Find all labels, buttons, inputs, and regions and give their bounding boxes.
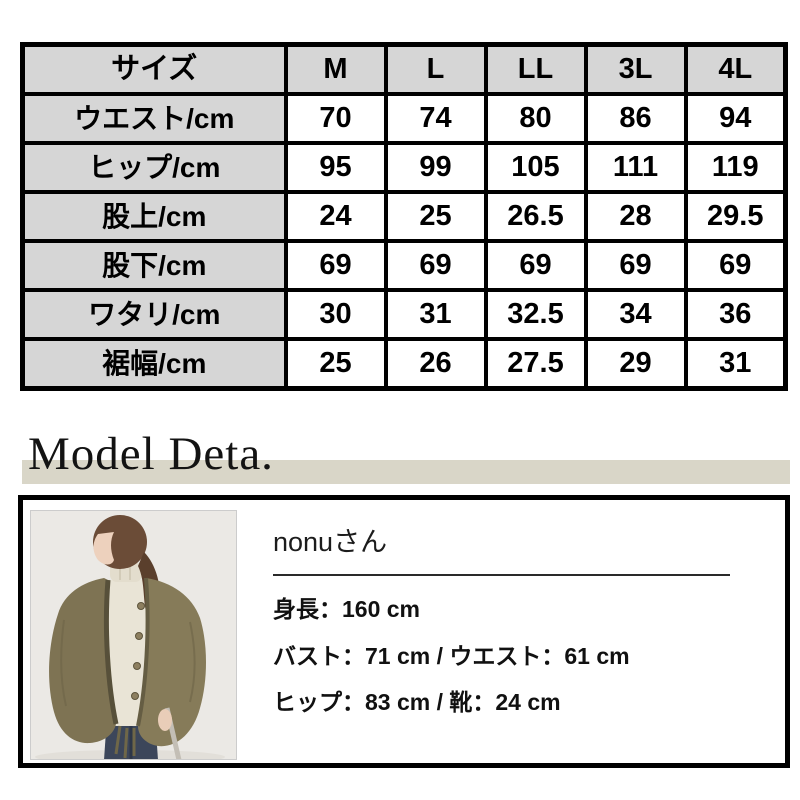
row-label: 股下/cm <box>20 239 288 292</box>
size-cell: 95 <box>283 141 388 194</box>
size-cell: 31 <box>683 337 788 391</box>
size-cell: 69 <box>283 239 388 292</box>
row-label: 裾幅/cm <box>20 337 288 391</box>
size-cell: 86 <box>583 92 688 145</box>
heading-highlight-bar <box>22 460 790 484</box>
table-row-waist: ウエスト/cm 70 74 80 86 94 <box>20 92 788 145</box>
size-header-cell: 4L <box>683 42 788 96</box>
table-row-thigh: ワタリ/cm 30 31 32.5 34 36 <box>20 288 788 341</box>
table-row-rise: 股上/cm 24 25 26.5 28 29.5 <box>20 190 788 243</box>
size-cell: 29.5 <box>683 190 788 243</box>
size-cell: 30 <box>283 288 388 341</box>
size-table: サイズ M L LL 3L 4L ウエスト/cm 70 74 80 86 94 … <box>20 42 788 391</box>
size-cell: 111 <box>583 141 688 194</box>
size-cell: 28 <box>583 190 688 243</box>
size-cell: 24 <box>283 190 388 243</box>
size-cell: 94 <box>683 92 788 145</box>
model-info: nonuさん 身長：160 cm バスト：71 cm / ウエスト：61 cm … <box>273 510 768 715</box>
size-cell: 34 <box>583 288 688 341</box>
size-header-cell: LL <box>483 42 588 96</box>
size-cell: 69 <box>583 239 688 292</box>
size-header-cell: サイズ <box>20 42 288 96</box>
size-cell: 69 <box>683 239 788 292</box>
size-cell: 31 <box>383 288 488 341</box>
size-header-cell: 3L <box>583 42 688 96</box>
size-cell: 69 <box>483 239 588 292</box>
table-row-hem-width: 裾幅/cm 25 26 27.5 29 31 <box>20 337 788 391</box>
table-row-hip: ヒップ/cm 95 99 105 111 119 <box>20 141 788 194</box>
size-cell: 105 <box>483 141 588 194</box>
row-label: ウエスト/cm <box>20 92 288 145</box>
table-row-inseam: 股下/cm 69 69 69 69 69 <box>20 239 788 292</box>
model-photo-illustration <box>30 510 237 760</box>
model-bust-waist-text: バスト：71 cm / ウエスト：61 cm <box>273 642 630 669</box>
size-cell: 70 <box>283 92 388 145</box>
size-cell: 69 <box>383 239 488 292</box>
size-cell: 26 <box>383 337 488 391</box>
row-label: ヒップ/cm <box>20 141 288 194</box>
size-cell: 99 <box>383 141 488 194</box>
name-underline <box>273 574 730 577</box>
size-table-header-row: サイズ M L LL 3L 4L <box>20 42 788 96</box>
size-cell: 25 <box>283 337 388 391</box>
model-data-heading-section: Model Deta. <box>22 428 790 486</box>
size-cell: 119 <box>683 141 788 194</box>
size-cell: 36 <box>683 288 788 341</box>
size-cell: 29 <box>583 337 688 391</box>
size-header-cell: M <box>283 42 388 96</box>
size-cell: 74 <box>383 92 488 145</box>
size-cell: 80 <box>483 92 588 145</box>
size-cell: 25 <box>383 190 488 243</box>
size-header-cell: L <box>383 42 488 96</box>
size-cell: 32.5 <box>483 288 588 341</box>
model-height-text: 身長：160 cm <box>273 596 421 623</box>
section-heading: Model Deta. <box>28 428 274 480</box>
row-label: 股上/cm <box>20 190 288 243</box>
model-name: nonuさん <box>273 527 388 557</box>
row-label: ワタリ/cm <box>20 288 288 341</box>
model-info-box: nonuさん 身長：160 cm バスト：71 cm / ウエスト：61 cm … <box>18 495 790 768</box>
size-cell: 27.5 <box>483 337 588 391</box>
size-cell: 26.5 <box>483 190 588 243</box>
model-hip-shoe-text: ヒップ：83 cm / 靴：24 cm <box>273 688 561 715</box>
